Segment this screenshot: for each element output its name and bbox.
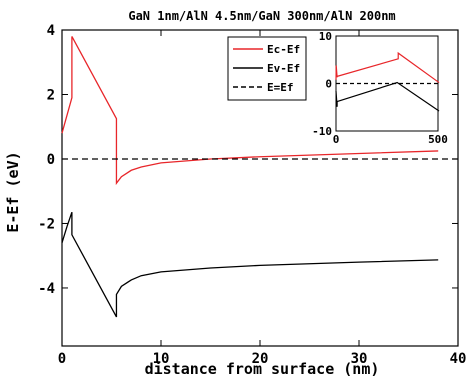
main-x-tick-label: 10 <box>153 351 170 367</box>
main-series-ec-ef-line <box>61 36 439 186</box>
main-y-tick-label: 4 <box>47 23 55 39</box>
inset-y-tick-label: -10 <box>312 125 332 138</box>
x-axis-label: distance from surface (nm) <box>145 360 380 378</box>
legend-label-ec-ef: Ec-Ef <box>267 43 300 56</box>
legend-label-e-ef: E=Ef <box>267 81 294 94</box>
inset-y-tick-label: 10 <box>319 30 332 43</box>
main-y-tick-label: 2 <box>47 87 55 103</box>
main-y-tick-label: -4 <box>38 281 55 297</box>
main-y-tick-label: 0 <box>47 152 55 168</box>
main-x-tick-label: 0 <box>58 351 66 367</box>
inset-x-tick-label: 500 <box>428 133 448 146</box>
main-x-tick-label: 20 <box>252 351 269 367</box>
inset-x-tick-label: 0 <box>333 133 340 146</box>
chart-title: GaN 1nm/AlN 4.5nm/GaN 300nm/AlN 200nm <box>128 9 395 23</box>
main-x-tick-label: 40 <box>450 351 467 367</box>
main-x-tick-label: 30 <box>351 351 368 367</box>
main-series-ev-ef-line <box>61 211 439 318</box>
legend-label-ev-ef: Ev-Ef <box>267 62 300 75</box>
inset-y-tick-label: 0 <box>325 77 332 90</box>
inset-series-ev-ef-line <box>335 81 440 112</box>
inset-series-ec-ef-line <box>335 51 440 84</box>
legend: Ec-Ef Ev-Ef E=Ef <box>227 36 307 101</box>
main-y-tick-label: -2 <box>38 216 55 232</box>
y-axis-label: E-Ef (eV) <box>4 151 22 232</box>
